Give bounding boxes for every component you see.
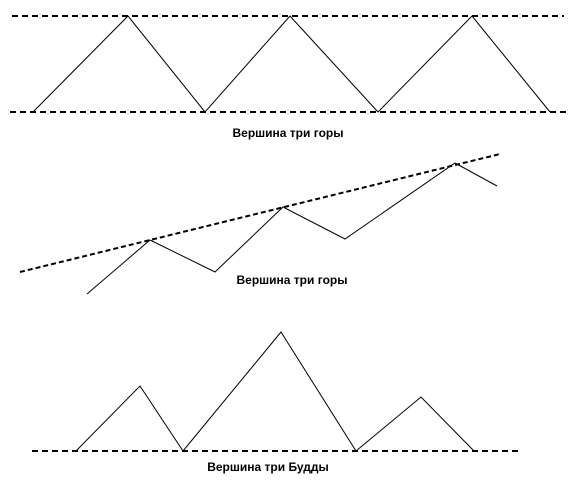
trend-line [19, 153, 501, 273]
panel-triple-buddha: Вершина три Будды [32, 331, 518, 474]
price-zigzag [32, 15, 551, 113]
price-zigzag [86, 162, 498, 295]
panel-caption: Вершина три горы [233, 126, 344, 140]
panel-caption: Вершина три Будды [207, 460, 329, 474]
price-zigzag [75, 331, 475, 452]
panel-triple-top-ascending: Вершина три горы [19, 153, 501, 295]
panel-triple-top-horizontal: Вершина три горы [10, 15, 568, 140]
panel-caption: Вершина три горы [237, 273, 348, 287]
